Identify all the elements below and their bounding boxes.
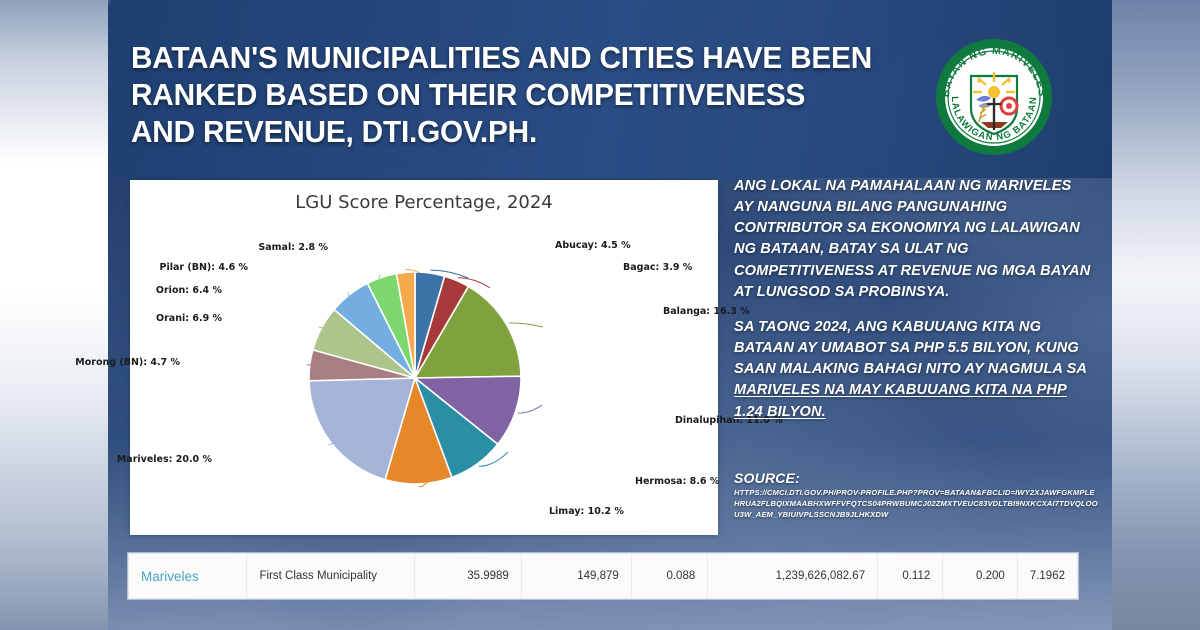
headline-line-3: AND REVENUE, DTI.GOV.PH.: [131, 113, 538, 149]
pie-leader-line: [306, 364, 331, 369]
page-title: BATAAN'S MUNICIPALITIES AND CITIES HAVE …: [131, 40, 889, 151]
pie-slice: [413, 285, 522, 379]
pie-leader-line: [457, 277, 491, 289]
left-gradient-band: [0, 0, 108, 630]
pie-leader-lines: [306, 268, 544, 488]
pie-slice: [308, 377, 417, 481]
pie-chart: Abucay: 4.5 % Bagac: 3.9 % Balanga: 16.3 %…: [75, 180, 782, 535]
pie-slice-label: Balanga: 16.3 %: [663, 306, 750, 317]
pie-slice-label: Bagac: 3.9 %: [623, 262, 693, 273]
headline-line-2: RANKED BASED ON THEIR COMPETITIVENESS: [131, 76, 806, 112]
pie-leader-line: [518, 404, 543, 414]
body-paragraph-2-underlined: MARIVELES NA MAY KABUUANG KITA NA PHP 1.…: [734, 382, 1067, 420]
mariveles-municipal-seal-icon: BAYAN NG MARIVELES LALAWIGAN NG BATAAN: [936, 39, 1052, 155]
pie-slice-label: Orani: 6.9 %: [156, 313, 222, 324]
pie-leader-line: [377, 274, 381, 286]
pie-slice-label: Abucay: 4.5 %: [555, 240, 631, 251]
pie-slice-label: Samal: 2.8 %: [258, 242, 328, 253]
pie-leader-line: [478, 451, 509, 467]
body-paragraph-2: SA TAONG 2024, ANG KABUUANG KITA NG BATA…: [734, 317, 1094, 423]
table-cell-population: 149,879: [522, 554, 632, 598]
pie-leader-line: [347, 291, 351, 306]
pie-slice-label: Limay: 10.2 %: [549, 506, 624, 517]
table-cell-score: 35.9989: [415, 554, 522, 598]
source-url[interactable]: HTTPS://CMCI.DTI.GOV.PH/PROV-PROFILE.PHP…: [734, 488, 1098, 519]
headline-line-1: BATAAN'S MUNICIPALITIES AND CITIES HAVE …: [131, 40, 873, 75]
table-cell-municipality[interactable]: Mariveles: [129, 554, 248, 598]
pie-chart-svg: [306, 268, 544, 488]
chart-card: LGU Score Percentage, 2024 Abucay: 4.5 %…: [75, 180, 783, 535]
pie-leader-line: [328, 427, 348, 445]
right-gradient-band: [1112, 0, 1200, 630]
pie-slice-label: Orion: 6.4 %: [155, 285, 222, 296]
source-label: SOURCE:: [734, 470, 800, 486]
data-table: Mariveles First Class Municipality 35.99…: [128, 553, 1078, 599]
body-copy: ANG LOKAL NA PAMAHALAAN NG MARIVELES AY …: [734, 176, 1094, 437]
body-paragraph-1: ANG LOKAL NA PAMAHALAAN NG MARIVELES AY …: [734, 178, 1091, 300]
pie-leader-line: [509, 322, 544, 328]
pie-leader-line: [430, 269, 469, 279]
pie-slice-label: Dinalupihan: 11.0 %: [675, 415, 783, 426]
table-cell-value3: 0.200: [943, 554, 1018, 598]
pie-leader-line: [405, 268, 421, 274]
table-cell-value1: 0.088: [632, 554, 709, 598]
pie-slice-label: Hermosa: 8.6 %: [635, 476, 720, 487]
source-block: SOURCE: HTTPS://CMCI.DTI.GOV.PH/PROV-PRO…: [734, 470, 1098, 520]
pie-leader-line: [418, 469, 436, 488]
pie-slice-label: Morong (BN): 4.7 %: [75, 357, 180, 368]
table-cell-value4: 7.1962: [1029, 570, 1065, 582]
body-paragraph-2-plain: SA TAONG 2024, ANG KABUUANG KITA NG BATA…: [734, 318, 1087, 378]
pie-slice-label: Pilar (BN): 4.6 %: [159, 262, 248, 273]
table-cell-revenue: 1,239,626,082.67: [708, 554, 879, 598]
pie-slice: [412, 375, 522, 446]
pie-leader-line: [318, 326, 343, 343]
pie-slice-group: [308, 271, 522, 485]
table-cell-value2: 0.112: [878, 554, 944, 598]
chart-title: LGU Score Percentage, 2024: [295, 192, 553, 213]
pie-slice: [395, 271, 416, 379]
pie-slice-label: Mariveles: 20.0 %: [116, 454, 212, 465]
table-cell-income-class: First Class Municipality: [247, 554, 416, 598]
